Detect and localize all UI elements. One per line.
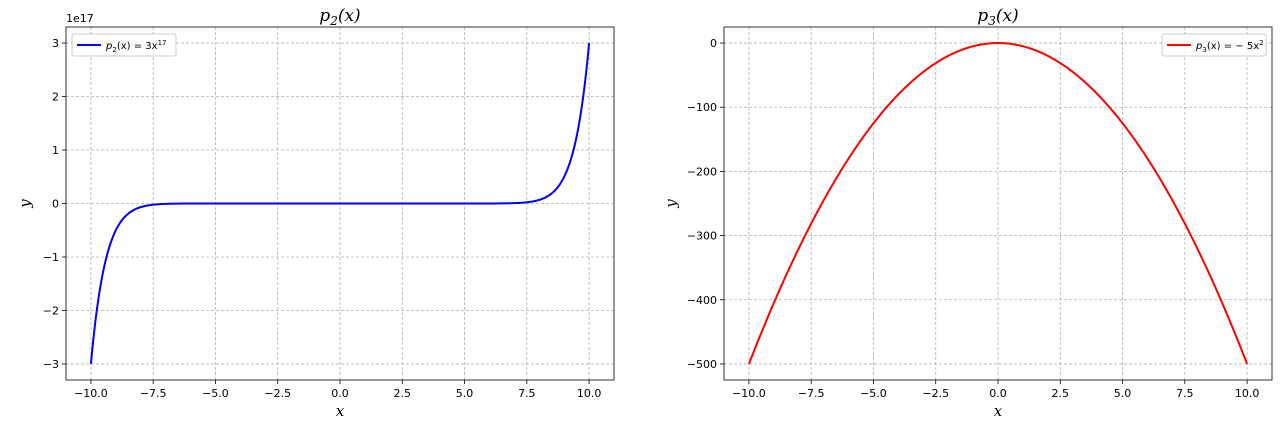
chart-p2: −10.0 −7.5 −5.0 −2.5 0.0 2.5 5.0 7.5 10.0 −3 −2 −1… xyxy=(16,6,615,420)
x-tick-label: 5.0 xyxy=(1114,387,1132,400)
x-axis-label: x xyxy=(336,402,345,420)
x-tick-label: 0.0 xyxy=(989,387,1007,400)
x-tick-label: 0.0 xyxy=(331,387,349,400)
x-ticks: −10.0 −7.5 −5.0 −2.5 0.0 2.5 5.0 7.5 10.0 xyxy=(732,380,1259,400)
plot-frame xyxy=(723,26,1273,381)
x-tick-label: 10.0 xyxy=(577,387,602,400)
legend: p3(x) = − 5x2 xyxy=(1161,33,1267,57)
y-axis-label: y xyxy=(16,199,34,209)
x-tick-label: 7.5 xyxy=(518,387,536,400)
legend: p2(x) = 3x17 xyxy=(71,33,177,57)
legend-entry: p2(x) = 3x17 xyxy=(105,39,167,54)
x-tick-label: 5.0 xyxy=(456,387,474,400)
legend-entry: p3(x) = − 5x2 xyxy=(1195,39,1264,54)
y-tick-label: 2 xyxy=(52,91,59,104)
y-tick-label: 0 xyxy=(52,198,59,211)
y-axis-label: y xyxy=(662,199,680,209)
y-tick-label: −300 xyxy=(687,230,717,243)
y-tick-label: −400 xyxy=(687,294,717,307)
y-ticks: 0 −100 −200 −300 −400 −500 xyxy=(687,37,724,371)
grid xyxy=(724,27,1272,380)
x-tick-label: −2.5 xyxy=(922,387,949,400)
y-tick-label: −2 xyxy=(43,304,59,317)
legend-box xyxy=(71,33,177,57)
x-tick-label: 7.5 xyxy=(1176,387,1194,400)
x-tick-label: −5.0 xyxy=(202,387,229,400)
y-tick-label: 1 xyxy=(52,144,59,157)
x-tick-label: 10.0 xyxy=(1235,387,1260,400)
x-tick-label: 2.5 xyxy=(394,387,412,400)
x-tick-label: −7.5 xyxy=(140,387,167,400)
y-tick-label: −3 xyxy=(43,358,59,371)
y-tick-label: −1 xyxy=(43,251,59,264)
x-ticks: −10.0 −7.5 −5.0 −2.5 0.0 2.5 5.0 7.5 10.0 xyxy=(74,380,601,400)
x-tick-label: −7.5 xyxy=(798,387,825,400)
x-tick-label: −2.5 xyxy=(264,387,291,400)
series-line-p2 xyxy=(89,42,591,365)
y-tick-label: −500 xyxy=(687,358,717,371)
y-offset-label: 1e17 xyxy=(66,12,94,25)
y-tick-label: 0 xyxy=(710,37,717,50)
plot-frame xyxy=(65,26,615,381)
y-ticks: −3 −2 −1 0 1 2 3 xyxy=(43,37,66,371)
x-tick-label: 2.5 xyxy=(1052,387,1070,400)
series-line-p3 xyxy=(747,42,1249,365)
x-axis-label: x xyxy=(994,402,1003,420)
y-tick-label: −200 xyxy=(687,165,717,178)
x-tick-label: −10.0 xyxy=(74,387,108,400)
y-tick-label: −100 xyxy=(687,101,717,114)
chart-title: p3(x) xyxy=(977,6,1018,28)
y-tick-label: 3 xyxy=(52,37,59,50)
chart-title: p2(x) xyxy=(319,6,360,28)
legend-box xyxy=(1161,33,1267,57)
chart-p3: −10.0 −7.5 −5.0 −2.5 0.0 2.5 5.0 7.5 10.0 0 −100 −… xyxy=(662,6,1273,420)
x-tick-label: −5.0 xyxy=(860,387,887,400)
x-tick-label: −10.0 xyxy=(732,387,766,400)
